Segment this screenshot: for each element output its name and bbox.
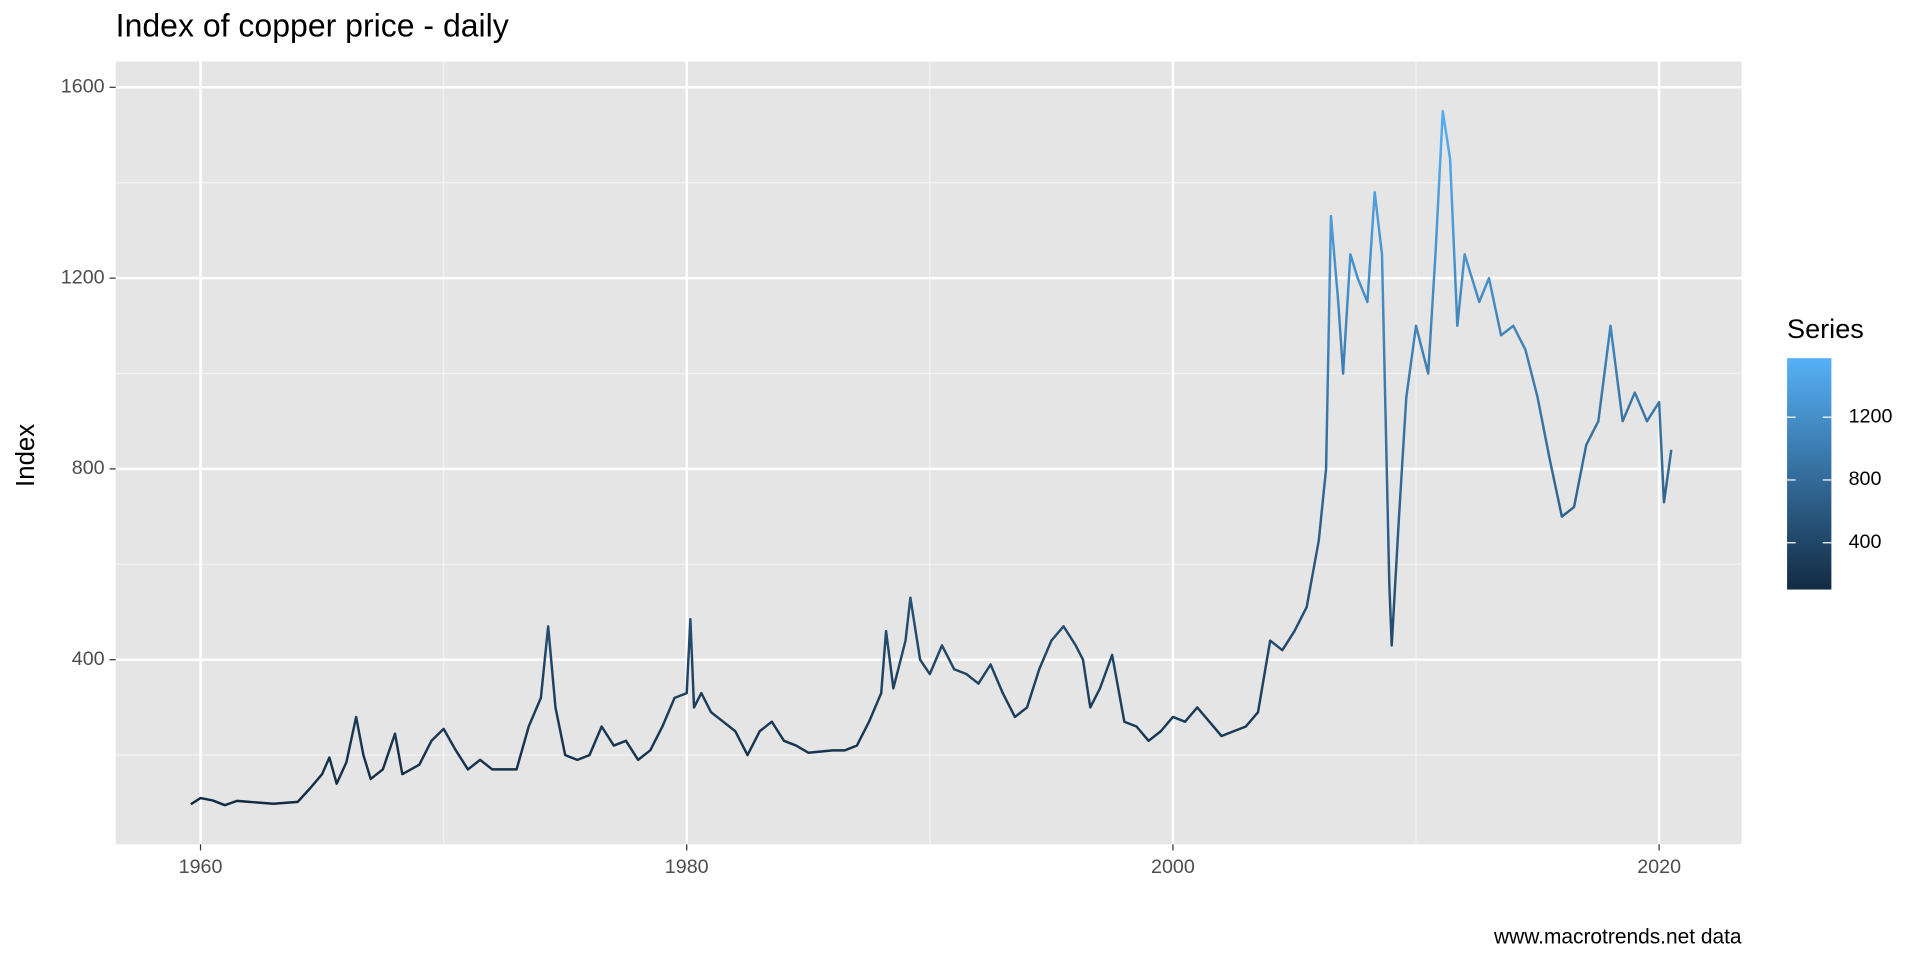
chart-title: Index of copper price - daily xyxy=(116,8,509,44)
x-tick-label: 1960 xyxy=(179,856,223,878)
y-tick-label: 800 xyxy=(72,457,105,479)
y-tick-label: 1600 xyxy=(61,75,105,97)
y-axis-title: Index xyxy=(12,424,40,487)
legend-label: 800 xyxy=(1849,468,1882,490)
plot-panel xyxy=(115,61,1742,845)
x-tick-label: 2000 xyxy=(1151,856,1195,878)
colorbar xyxy=(1787,358,1832,590)
legend-label: 1200 xyxy=(1849,405,1893,427)
x-tick-label: 1980 xyxy=(665,856,709,878)
x-tick-label: 2020 xyxy=(1637,856,1681,878)
legend-title: Series xyxy=(1787,313,1864,344)
y-tick-label: 400 xyxy=(72,648,105,670)
y-tick-label: 1200 xyxy=(61,266,105,288)
legend-label: 400 xyxy=(1849,531,1882,553)
data-line xyxy=(190,109,1673,807)
caption: www.macrotrends.net data xyxy=(1493,925,1742,948)
